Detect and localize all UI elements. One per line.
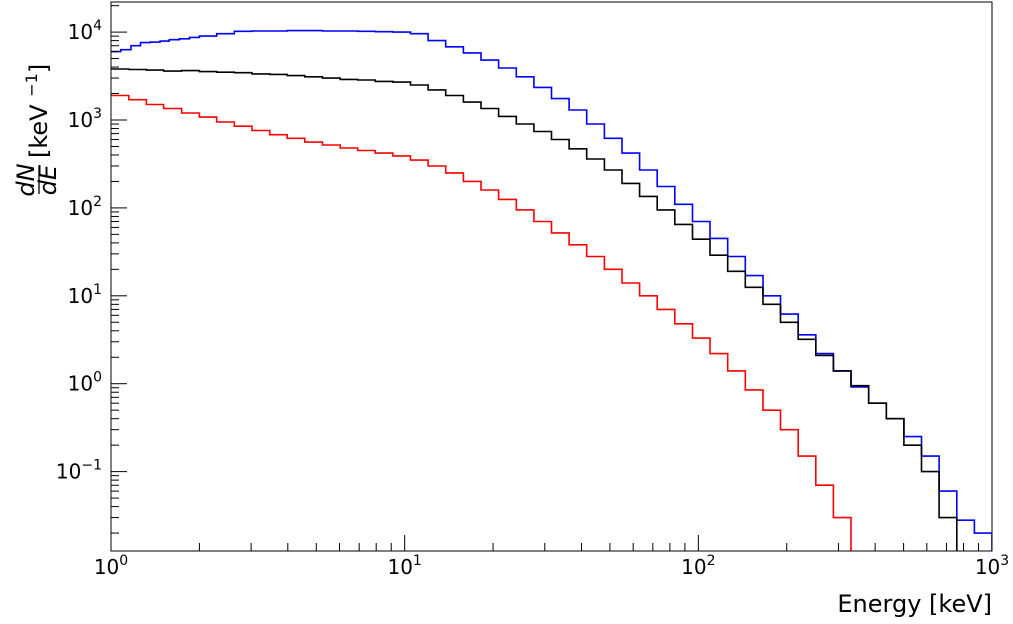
x-tick-label: 101 (387, 553, 421, 579)
x-tick-label: 100 (94, 553, 128, 579)
y-tick-label: 103 (68, 106, 102, 132)
y-tick-label: 100 (68, 370, 102, 396)
series-0-step-line (111, 29, 992, 551)
y-label-unit: [keV −1] (22, 64, 53, 158)
y-tick-label: 101 (68, 282, 102, 308)
y-tick-label: 102 (68, 194, 102, 220)
series-1-step-line (111, 68, 958, 551)
tick-labels-layer: 100 101 102 103 10−1 100 101 102 103 104 (56, 18, 1009, 579)
x-tick-label: 102 (681, 553, 715, 579)
y-tick-label: 10−1 (56, 458, 102, 484)
y-axis-label: dN dE [keV −1] (12, 64, 62, 197)
ticks-layer (110, 5, 993, 551)
x-tick-label: 103 (975, 553, 1009, 579)
series-2-step-line (111, 94, 852, 551)
y-label-denominator: dE (34, 164, 62, 195)
x-axis-label: Energy [keV] (837, 590, 992, 618)
series-layer (111, 29, 992, 551)
y-tick-label: 104 (68, 18, 102, 44)
y-label-numerator: dN (12, 163, 40, 196)
plot-frame (110, 1, 993, 552)
